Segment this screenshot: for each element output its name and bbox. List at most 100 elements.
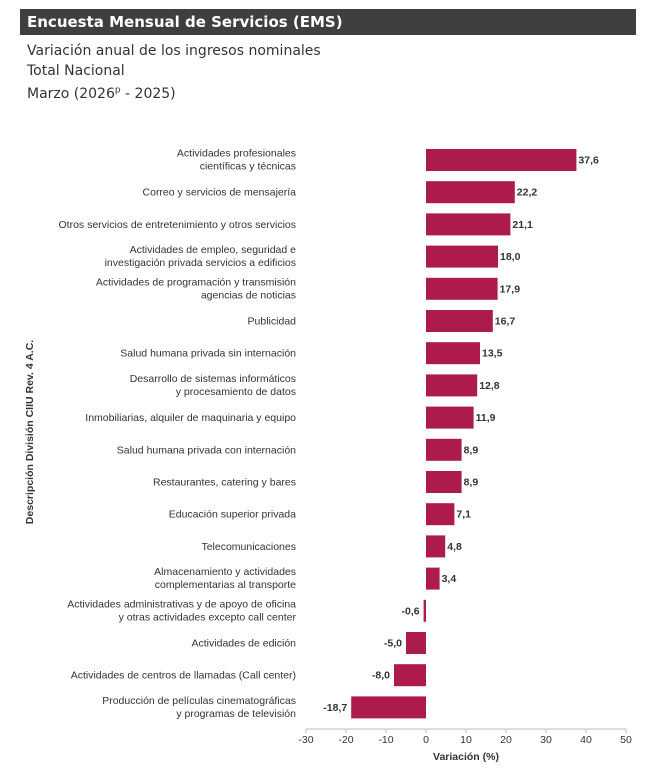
category-label-7: Desarrollo de sistemas informáticos y pro… [130,373,296,398]
value-labels-group: 37,6 22,2 21,1 18,0 17,9 16,7 13,5 12,8 11,9 8,9 8… [323,155,599,714]
bar-6 [426,342,480,365]
value-label-6: 13,5 [482,348,503,360]
value-label-4: 17,9 [500,283,521,295]
bar-1 [426,181,515,204]
category-label-11: Educación superior privada [169,509,296,521]
bar-16 [394,664,426,687]
bar-15 [406,632,426,654]
category-label-15: Actividades de edición [192,638,297,650]
x-tick-label-8: 50 [620,734,632,746]
category-label-17: Producción de películas cinematográficas… [102,695,296,720]
x-axis-title: Variación (%) [433,751,499,763]
category-label-13: Almacenamiento y actividades complementar… [154,566,296,591]
period-suffix: - 2025) [120,86,176,102]
report-banner-title: Encuesta Mensual de Servicios (EMS) [20,9,636,35]
value-label-1: 22,2 [517,187,538,199]
chart-period: Marzo (2026p - 2025) [27,86,176,102]
category-label-line: y otras actividades excepto call center [119,611,297,623]
category-label-16: Actividades de centros de llamadas (Call… [71,670,296,682]
value-label-12: 4,8 [447,541,462,553]
bar-14 [423,599,426,622]
x-tick-label-3: 0 [423,734,429,746]
x-tick-label-1: -20 [338,734,353,746]
category-label-9: Salud humana privada con internación [117,444,296,456]
category-label-line: Otros servicios de entretenimiento y otr… [58,219,296,231]
bar-9 [426,438,462,461]
x-tick-label-7: 40 [580,734,592,746]
bar-17 [351,696,426,719]
category-label-line: Restaurantes, catering y bares [153,477,296,489]
x-tick-label-0: -30 [298,734,313,746]
period-provisional-mark: p [114,85,121,96]
value-label-8: 11,9 [476,412,496,424]
category-label-4: Actividades de programación y transmisió… [96,276,296,301]
bars-group [351,149,577,719]
value-label-3: 18,0 [500,251,521,263]
category-label-line: Almacenamiento y actividades [154,566,296,578]
y-axis-title: Descripción División CIIU Rev. 4 A.C. [24,340,36,524]
bar-2 [426,213,511,236]
category-label-14: Actividades administrativas y de apoyo d… [67,598,296,623]
value-label-10: 8,9 [464,477,479,489]
category-label-line: Salud humana privada sin internación [120,348,296,360]
category-label-line: y programas de televisión [176,708,296,720]
x-ticks-group: -30 -20 -10 0 10 20 30 40 50 [298,729,632,746]
bar-12 [426,535,446,558]
category-label-line: científicas y técnicas [200,161,296,173]
category-label-line: Publicidad [248,316,297,328]
category-label-line: investigación privada servicios a edific… [105,257,296,269]
category-label-line: Actividades de empleo, seguridad e [130,244,297,256]
bar-5 [426,310,493,332]
category-label-line: Telecomunicaciones [201,541,296,553]
x-tick-label-2: -10 [378,734,393,746]
bar-11 [426,503,455,526]
value-label-13: 3,4 [442,573,457,585]
category-label-line: y procesamiento de datos [176,386,296,398]
category-label-line: Correo y servicios de mensajería [143,187,297,199]
category-label-3: Actividades de empleo, seguridad e invest… [105,244,297,269]
bar-13 [426,567,440,590]
category-label-line: Salud humana privada con internación [117,444,296,456]
category-label-line: complementarias al transporte [155,579,296,591]
bar-3 [426,245,498,268]
category-label-10: Restaurantes, catering y bares [153,477,296,489]
value-label-15: -5,0 [384,638,402,650]
value-label-17: -18,7 [323,702,347,714]
value-label-2: 21,1 [512,219,533,231]
category-label-line: Actividades de centros de llamadas (Call… [71,670,296,682]
category-label-line: Desarrollo de sistemas informáticos [130,373,296,385]
bar-4 [426,277,498,300]
category-label-5: Publicidad [248,316,297,328]
category-labels-group: Actividades profesionales científicas y t… [58,148,296,720]
category-label-8: Inmobiliarias, alquiler de maquinaria y … [85,412,296,424]
category-label-line: Actividades de programación y transmisió… [96,276,296,288]
category-label-line: Educación superior privada [169,509,296,521]
bar-10 [426,471,462,493]
value-label-16: -8,0 [372,670,390,682]
value-label-14: -0,6 [402,605,420,617]
category-label-0: Actividades profesionales científicas y t… [177,148,296,173]
period-prefix: Marzo (2026 [27,86,115,102]
x-tick-label-6: 30 [540,734,552,746]
category-label-line: Actividades profesionales [177,148,296,160]
bar-8 [426,406,474,429]
value-label-5: 16,7 [495,316,516,328]
category-label-line: Inmobiliarias, alquiler de maquinaria y … [85,412,296,424]
category-label-line: agencias de noticias [201,289,296,301]
chart-scope: Total Nacional [27,63,125,79]
x-tick-label-4: 10 [460,734,472,746]
value-label-11: 7,1 [456,509,471,521]
category-label-line: Actividades de edición [192,638,297,650]
category-label-2: Otros servicios de entretenimiento y otr… [58,219,296,231]
chart-subtitle: Variación anual de los ingresos nominale… [27,43,321,59]
category-label-1: Correo y servicios de mensajería [143,187,297,199]
category-label-12: Telecomunicaciones [201,541,296,553]
category-label-line: Producción de películas cinematográficas [102,695,296,707]
category-label-6: Salud humana privada sin internación [120,348,296,360]
value-label-0: 37,6 [578,155,599,167]
bar-7 [426,374,478,397]
x-tick-label-5: 20 [500,734,512,746]
value-label-7: 12,8 [479,380,500,392]
category-label-line: Actividades administrativas y de apoyo d… [67,598,296,610]
